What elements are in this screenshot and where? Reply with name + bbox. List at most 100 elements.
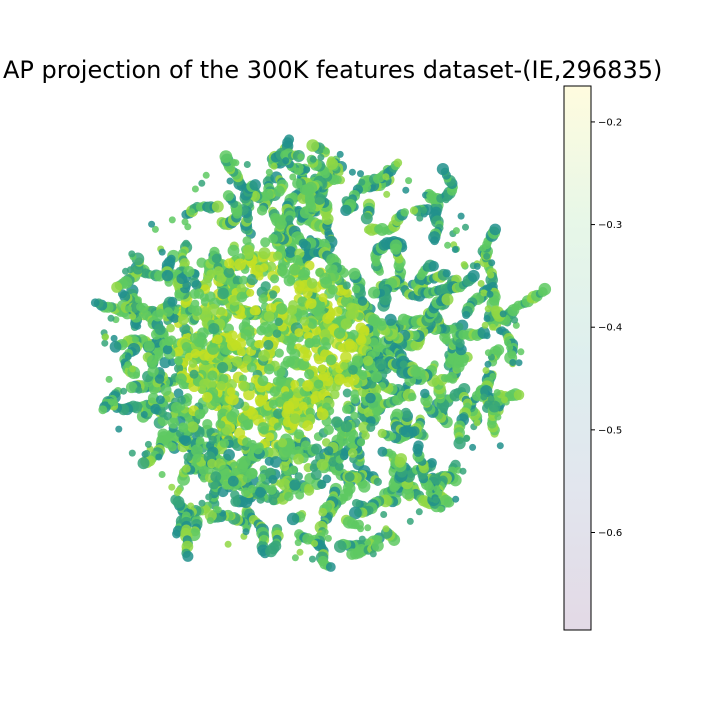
scatter-point: [358, 421, 371, 434]
scatter-point: [263, 326, 274, 337]
scatter-point: [317, 364, 327, 373]
scatter-point: [358, 178, 366, 186]
scatter-point: [360, 212, 373, 225]
scatter-point: [318, 293, 328, 303]
scatter-point: [294, 167, 301, 175]
scatter-point: [236, 347, 246, 357]
scatter-point: [201, 306, 210, 315]
scatter-point: [194, 408, 206, 420]
scatter-point: [172, 529, 181, 539]
scatter-point: [272, 329, 282, 338]
scatter-point: [321, 528, 329, 536]
scatter-point: [331, 416, 343, 428]
scatter-point: [294, 539, 302, 547]
scatter-point: [183, 265, 195, 278]
scatter-point: [198, 499, 206, 507]
scatter-point: [187, 421, 199, 433]
scatter-point: [273, 185, 285, 197]
scatter-point: [302, 420, 314, 432]
scatter-point: [286, 276, 296, 285]
scatter-point: [509, 359, 517, 366]
scatter-point: [485, 283, 493, 291]
scatter-point: [311, 443, 322, 455]
scatter-point: [210, 471, 222, 483]
scatter-point: [342, 404, 352, 414]
scatter-point: [138, 302, 149, 314]
scatter-point: [496, 442, 504, 450]
scatter-point: [292, 254, 303, 266]
scatter-point: [276, 479, 285, 488]
scatter-point: [410, 340, 421, 351]
scatter-point: [351, 498, 361, 508]
scatter-point: [125, 381, 138, 394]
scatter-point: [484, 360, 492, 368]
scatter-point: [265, 168, 273, 176]
scatter-point: [300, 440, 311, 451]
scatter-point: [269, 386, 281, 397]
scatter-point: [182, 464, 191, 473]
scatter-point: [370, 371, 383, 383]
scatter-point: [493, 389, 501, 396]
scatter-point: [287, 305, 298, 316]
scatter-point: [415, 508, 423, 516]
scatter-point: [151, 225, 159, 233]
scatter-point: [296, 548, 304, 556]
scatter-point: [462, 310, 471, 320]
scatter-point: [320, 328, 331, 339]
scatter-point: [241, 317, 251, 327]
scatter-point: [339, 437, 349, 447]
colorbar-tick-label: −0.2: [598, 117, 622, 128]
scatter-point: [306, 139, 319, 152]
scatter-point: [202, 171, 210, 179]
scatter-point: [270, 162, 278, 170]
scatter-point: [359, 325, 370, 336]
scatter-point: [191, 185, 199, 193]
scatter-point: [263, 339, 274, 350]
scatter-point: [313, 379, 324, 389]
scatter-point: [272, 251, 283, 261]
scatter-point: [459, 467, 467, 475]
scatter-point: [488, 259, 496, 267]
scatter-point: [289, 348, 301, 360]
scatter-point: [362, 355, 374, 367]
scatter-point: [191, 305, 203, 317]
scatter-point: [427, 457, 437, 468]
scatter-point: [292, 178, 303, 189]
scatter-point: [294, 472, 303, 481]
scatter-point: [350, 394, 360, 404]
scatter-point: [158, 471, 166, 478]
scatter-point: [124, 353, 132, 360]
scatter-point: [274, 317, 283, 327]
scatter-point: [173, 363, 184, 373]
scatter-point: [256, 495, 265, 504]
scatter-point: [258, 247, 271, 260]
scatter-point: [357, 296, 368, 306]
scatter-point: [351, 355, 364, 368]
scatter-point: [229, 408, 240, 418]
scatter-point: [268, 290, 278, 299]
scatter-point: [163, 439, 173, 449]
scatter-point: [320, 337, 330, 346]
scatter-point: [234, 258, 246, 271]
scatter-point: [310, 469, 322, 481]
scatter-point: [356, 438, 366, 447]
scatter-point: [206, 517, 214, 525]
scatter-point: [155, 395, 165, 405]
scatter-point: [480, 393, 488, 401]
scatter-point: [224, 258, 235, 269]
scatter-point: [181, 342, 192, 352]
scatter-point: [246, 362, 257, 373]
scatter-point: [451, 246, 459, 253]
scatter-point: [239, 275, 249, 285]
scatter-point: [282, 157, 290, 165]
scatter-point: [309, 555, 316, 563]
scatter-point: [463, 435, 470, 442]
scatter-point: [409, 206, 419, 215]
scatter-point: [199, 378, 209, 389]
scatter-point: [359, 371, 368, 381]
scatter-point: [342, 340, 354, 352]
scatter-point: [273, 422, 282, 431]
scatter-point: [325, 562, 336, 572]
scatter-point: [299, 316, 310, 326]
scatter-point: [348, 506, 362, 520]
